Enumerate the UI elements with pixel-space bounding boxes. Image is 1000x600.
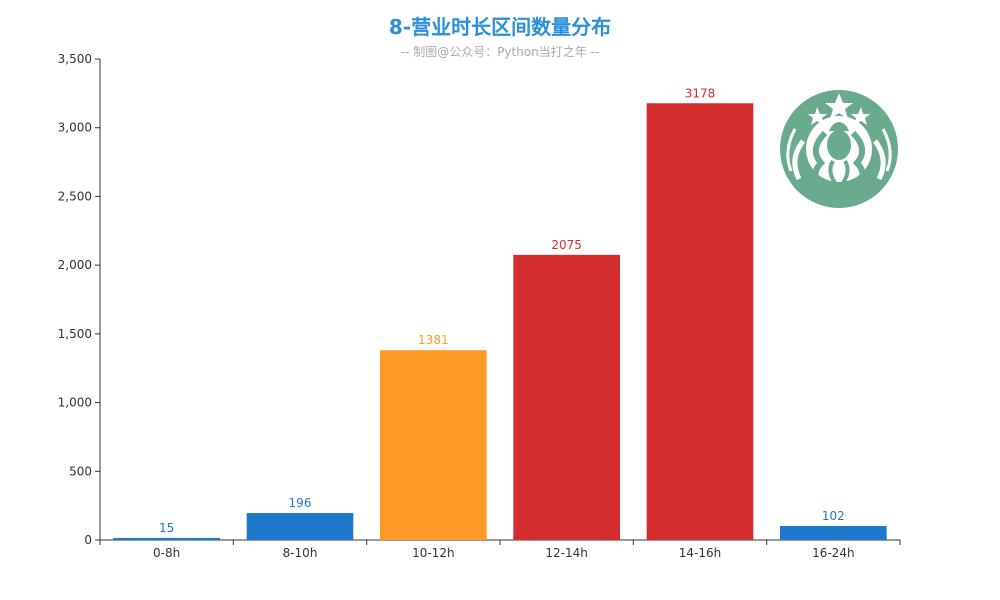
bar-8-10h[interactable] <box>246 513 354 540</box>
y-tick-label: 3,500 <box>58 52 92 66</box>
y-tick-label: 2,500 <box>58 189 92 203</box>
x-tick-label: 14-16h <box>679 546 721 560</box>
bar-value-label: 102 <box>822 509 845 523</box>
x-tick-label: 10-12h <box>412 546 454 560</box>
bar-series <box>113 103 887 541</box>
data-labels: 15 196 1381 2075 3178 102 <box>159 86 845 535</box>
chart-title: 8-营业时长区间数量分布 <box>388 15 612 39</box>
x-tick-label: 0-8h <box>153 546 180 560</box>
bar-10-12h[interactable] <box>380 350 487 540</box>
y-tick-label: 1,000 <box>58 396 92 410</box>
x-axis: 0-8h 8-10h 10-12h 12-14h 14-16h 16-24h <box>99 539 901 560</box>
bar-14-16h[interactable] <box>646 103 754 540</box>
y-tick-label: 0 <box>84 533 92 547</box>
y-tick-label: 2,000 <box>58 258 92 272</box>
x-tick-label: 12-14h <box>545 546 587 560</box>
bar-value-label: 2075 <box>551 238 582 252</box>
starbucks-siren-logo-icon <box>780 90 898 208</box>
y-tick-label: 3,000 <box>58 121 92 135</box>
bar-value-label: 1381 <box>418 333 449 347</box>
y-tick-label: 500 <box>69 464 92 478</box>
bar-value-label: 3178 <box>685 86 716 100</box>
bar-16-24h[interactable] <box>780 525 887 540</box>
bar-0-8h[interactable] <box>113 537 220 540</box>
chart-subtitle: -- 制图@公众号：Python当打之年 -- <box>400 45 600 59</box>
bar-value-label: 196 <box>289 496 312 510</box>
y-axis: 0 500 1,000 1,500 2,000 2,500 3,000 3,500 <box>58 52 101 547</box>
bar-12-14h[interactable] <box>513 254 620 541</box>
bar-value-label: 15 <box>159 521 174 535</box>
y-tick-label: 1,500 <box>58 327 92 341</box>
x-tick-label: 16-24h <box>812 546 854 560</box>
x-tick-label: 8-10h <box>283 546 318 560</box>
